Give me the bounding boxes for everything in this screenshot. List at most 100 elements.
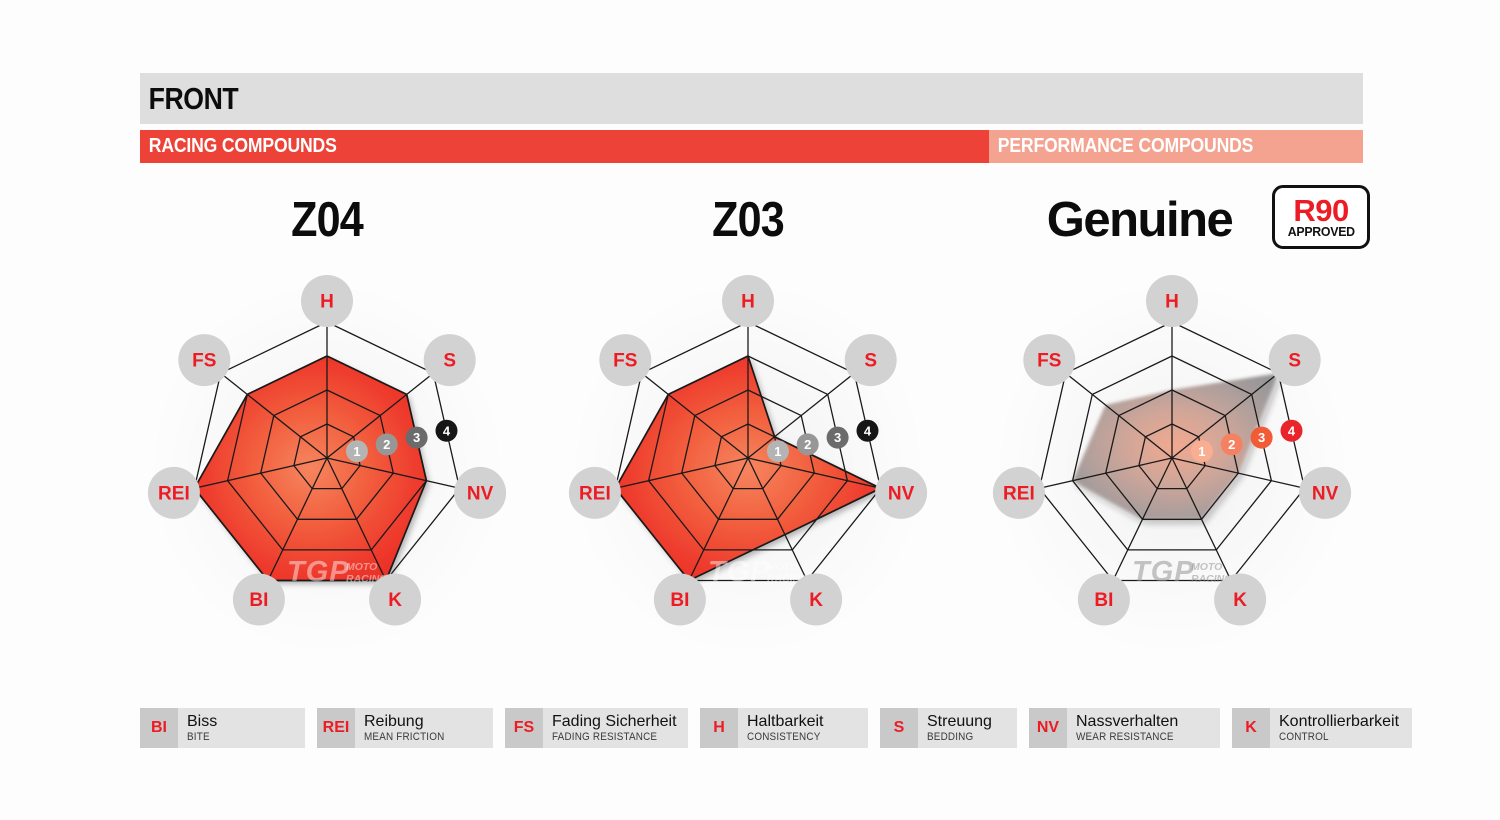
legend-abbr-fs: FS [505,708,543,748]
radar-grid-spoke [688,457,749,581]
legend-term-german: Nassverhalten [1076,712,1179,730]
axis-label-circle-s [1268,334,1321,387]
legend-abbr-h: H [700,708,738,748]
scale-marker-1 [1190,440,1213,463]
scale-marker-2 [796,433,819,456]
radar-grid-ring-3 [1071,355,1273,551]
scale-marker-label-1: 1 [774,444,781,459]
axis-label-circle-s [844,334,897,387]
radar-grid-spoke [641,372,749,459]
radar-grid-spoke [747,457,881,489]
tgp-watermark-moto: MOTO [1191,561,1222,573]
radar-grid-spoke [615,457,749,489]
compound-title-genuine: Genuine [1046,193,1234,247]
racing-compounds-label: RACING COMPOUNDS [148,135,337,157]
axis-label-circle-k [790,573,843,626]
legend-term-english: BEDDING [927,730,974,743]
tgp-watermark-moto: MOTO [346,561,377,573]
radar-value-outline [614,355,882,582]
radar-value-area [1072,373,1279,520]
tgp-watermark-logo: TGP [287,556,350,588]
legend-item-rei: REI Reibung MEAN FRICTION [317,708,493,748]
scale-marker-4 [856,419,879,442]
axis-label-circle-h [1146,275,1198,327]
performance-compounds-label: PERFORMANCE COMPOUNDS [997,135,1254,157]
r90-approved-stamp: R90 APPROVED [1272,185,1370,249]
legend-term-english: WEAR RESISTANCE [1076,730,1174,743]
radar-grid-spoke [194,457,328,489]
legend-abbr-rei: REI [317,708,355,748]
axis-label-bi: BI [1094,590,1113,611]
legend-term-english: MEAN FRICTION [364,730,445,743]
radar-grid-spoke [326,372,434,459]
scale-marker-4 [1280,419,1303,442]
radar-grid-spoke [220,372,328,459]
radar-grid-spoke [1171,457,1305,489]
scale-marker-2 [375,433,398,456]
legend-abbr-s: S [880,708,918,748]
tgp-watermark-logo: TGP [708,556,771,588]
axis-label-circle-fs [178,334,231,387]
radar-grid-spoke [1039,457,1173,489]
radar-grid-spoke [1171,457,1232,581]
axis-label-h: H [1165,292,1179,313]
axis-label-circle-s [423,334,476,387]
radar-grid-ring-2 [1104,389,1240,520]
scale-marker-3 [826,426,849,449]
axis-label-circle-fs [599,334,652,387]
r90-label: R90 [1293,192,1349,228]
axis-label-nv: NV [888,483,915,504]
axis-label-circle-bi [1077,573,1130,626]
legend-text-panel: Reibung MEAN FRICTION [355,708,493,748]
scale-marker-label-4: 4 [864,423,872,438]
axis-label-bi: BI [249,590,268,611]
front-header-bar: FRONT [140,73,1363,124]
axis-label-rei: REI [1003,483,1035,504]
legend-item-h: H Haltbarkeit CONSISTENCY [700,708,868,748]
legend-term-german: Reibung [364,712,424,730]
legend-abbr-nv: NV [1029,708,1067,748]
legend-abbr-k: K [1232,708,1270,748]
scale-marker-4 [435,419,458,442]
axis-label-circle-rei [568,466,621,519]
scale-marker-label-1: 1 [1198,444,1205,459]
radar-grid-spoke [1171,372,1279,459]
legend-term-german: Kontrollierbarkeit [1279,712,1400,730]
legend-item-bi: BI Biss BITE [140,708,305,748]
axis-label-circle-h [722,275,774,327]
legend-item-nv: NV Nassverhalten WEAR RESISTANCE [1029,708,1220,748]
axis-label-rei: REI [158,483,190,504]
axis-label-circle-nv [875,466,928,519]
legend-text-panel: Biss BITE [178,708,305,748]
radar-grid-spoke [1112,457,1173,581]
page-title: FRONT [148,80,239,116]
axis-label-circle-nv [1299,466,1352,519]
radar-grid-spoke [326,457,460,489]
axis-label-nv: NV [467,483,494,504]
axis-label-circle-bi [232,573,285,626]
legend-term-german: Biss [187,712,218,730]
axis-label-circle-k [369,573,422,626]
axis-label-s: S [1288,351,1301,372]
legend-item-s: S Streuung BEDDING [880,708,1017,748]
radar-grid-ring-2 [259,389,395,520]
legend-text-panel: Kontrollierbarkeit CONTROL [1270,708,1412,748]
scale-marker-label-1: 1 [353,444,360,459]
scale-marker-label-2: 2 [804,437,811,452]
radar-grid-spoke [267,457,328,581]
legend-term-german: Streuung [927,712,992,730]
legend-abbr-bi: BI [140,708,178,748]
performance-compounds-band: PERFORMANCE COMPOUNDS [989,130,1363,163]
scale-marker-2 [1220,433,1243,456]
axis-label-k: K [1233,590,1247,611]
axis-label-circle-rei [992,466,1045,519]
legend-item-k: K Kontrollierbarkeit CONTROL [1232,708,1412,748]
legend-term-english: CONTROL [1279,730,1329,743]
axis-label-s: S [443,351,456,372]
radar-grid-spoke [747,372,855,459]
